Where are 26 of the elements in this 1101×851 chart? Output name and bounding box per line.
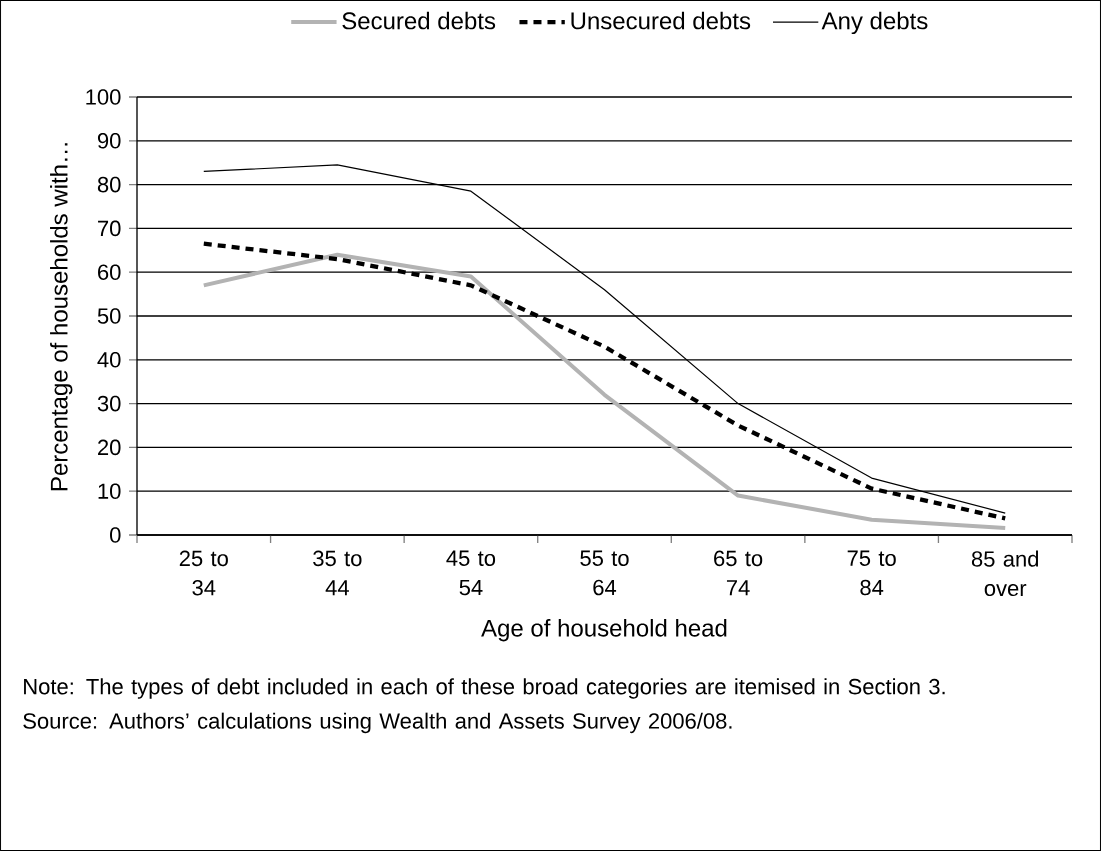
- legend-label: Unsecured debts: [571, 11, 751, 30]
- y-tick-label: 80: [97, 176, 121, 193]
- x-tick-label: 55 to 64: [580, 550, 629, 596]
- y-tick-label: 40: [97, 352, 121, 368]
- y-tick-label: 20: [98, 439, 121, 456]
- x-tick-label: 35 to 44: [313, 550, 362, 596]
- x-tick-label: 75 to 84: [847, 550, 896, 596]
- y-tick-label: 0: [110, 527, 121, 543]
- y-tick-label: 100: [86, 89, 121, 105]
- x-axis-title: Age of household head: [481, 619, 727, 642]
- y-tick-label: 10: [98, 483, 121, 499]
- y-tick-label: 50: [97, 308, 121, 324]
- legend-label: Secured debts: [342, 11, 496, 30]
- source-note: Source: Authors’ calculations using Wealth and Assets Survey 2006/08.: [23, 712, 732, 734]
- legend-label: Any debts: [821, 11, 928, 35]
- x-tick-label: 25 to 34: [179, 550, 228, 596]
- line-series: [203, 164, 1006, 514]
- y-tick-label: 70: [98, 220, 121, 237]
- y-axis-title: Percentage of households with…: [50, 143, 73, 491]
- y-tick-label: 90: [97, 133, 121, 149]
- x-tick-label: 65 to 74: [714, 550, 763, 596]
- text: Note: The types of debt included in each of these broad categories are itemised in Section 3.: [24, 678, 945, 699]
- y-tick-label: 30: [97, 395, 121, 412]
- y-tick-label: 60: [98, 264, 121, 280]
- x-tick-label: 45 to 54: [446, 550, 496, 596]
- x-tick-label: 85 and over: [971, 550, 1039, 597]
